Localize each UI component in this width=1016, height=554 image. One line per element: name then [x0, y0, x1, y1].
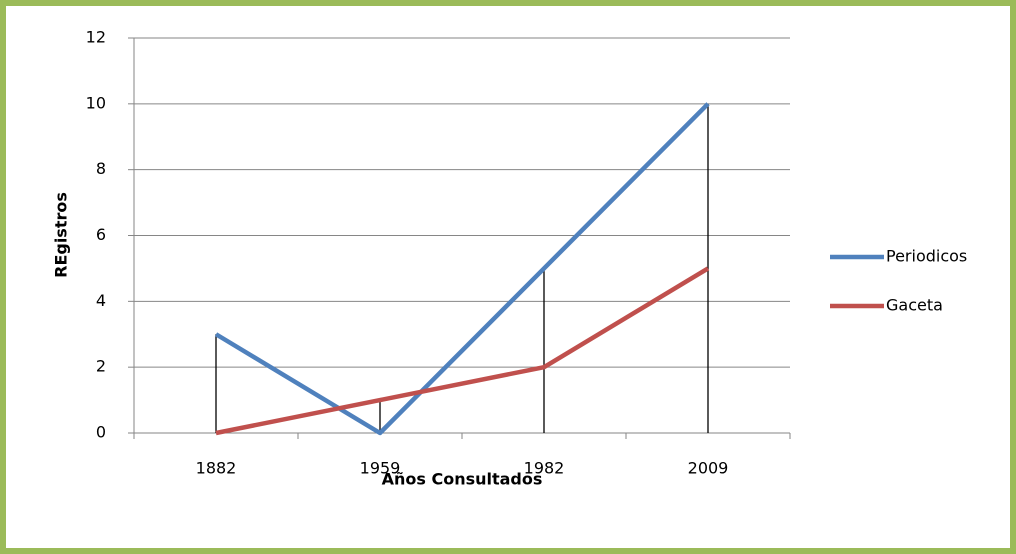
series-line	[214, 102, 710, 436]
legend-label: Gaceta	[886, 296, 943, 315]
y-tick-label: 6	[96, 225, 106, 244]
y-tick-label: 10	[86, 93, 106, 112]
x-tick-label: 1982	[524, 459, 565, 478]
y-axis-title: REgistros	[52, 192, 71, 278]
x-tick-label: 2009	[688, 459, 729, 478]
y-tick-label: 2	[96, 357, 106, 376]
x-axis-title: Años Consultados	[382, 470, 543, 489]
y-tick-label: 0	[96, 423, 106, 442]
y-tick-label: 12	[86, 28, 106, 47]
x-tick-label: 1959	[360, 459, 401, 478]
series-line	[215, 266, 710, 436]
legend-label: Periodicos	[886, 247, 967, 266]
y-tick-label: 4	[96, 291, 106, 310]
x-tick-label: 1882	[196, 459, 237, 478]
y-tick-label: 8	[96, 159, 106, 178]
